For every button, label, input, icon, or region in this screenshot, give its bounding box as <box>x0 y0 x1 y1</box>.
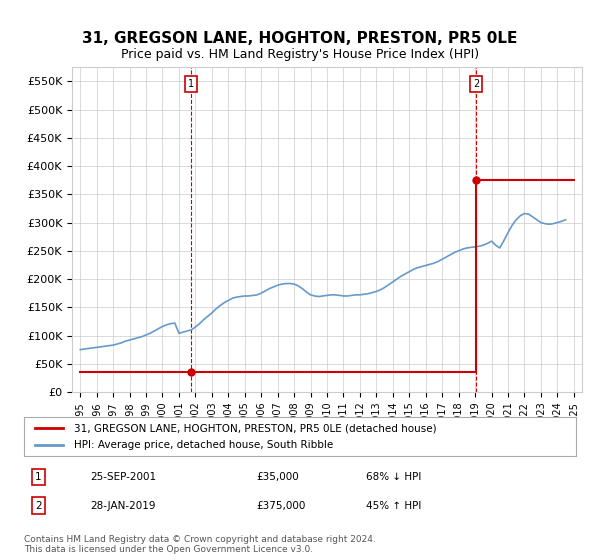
Text: 31, GREGSON LANE, HOGHTON, PRESTON, PR5 0LE: 31, GREGSON LANE, HOGHTON, PRESTON, PR5 … <box>82 31 518 46</box>
Text: HPI: Average price, detached house, South Ribble: HPI: Average price, detached house, Sout… <box>74 440 333 450</box>
Text: Price paid vs. HM Land Registry's House Price Index (HPI): Price paid vs. HM Land Registry's House … <box>121 48 479 60</box>
Text: 2: 2 <box>473 79 479 89</box>
Text: 45% ↑ HPI: 45% ↑ HPI <box>366 501 422 511</box>
Text: Contains HM Land Registry data © Crown copyright and database right 2024.
This d: Contains HM Land Registry data © Crown c… <box>24 535 376 554</box>
Text: 2: 2 <box>35 501 41 511</box>
Text: 1: 1 <box>188 79 194 89</box>
Text: 28-JAN-2019: 28-JAN-2019 <box>90 501 156 511</box>
Text: 25-SEP-2001: 25-SEP-2001 <box>90 472 157 482</box>
Text: 31, GREGSON LANE, HOGHTON, PRESTON, PR5 0LE (detached house): 31, GREGSON LANE, HOGHTON, PRESTON, PR5 … <box>74 423 436 433</box>
Text: 68% ↓ HPI: 68% ↓ HPI <box>366 472 422 482</box>
Text: £35,000: £35,000 <box>256 472 299 482</box>
Text: £375,000: £375,000 <box>256 501 305 511</box>
Text: 1: 1 <box>35 472 41 482</box>
